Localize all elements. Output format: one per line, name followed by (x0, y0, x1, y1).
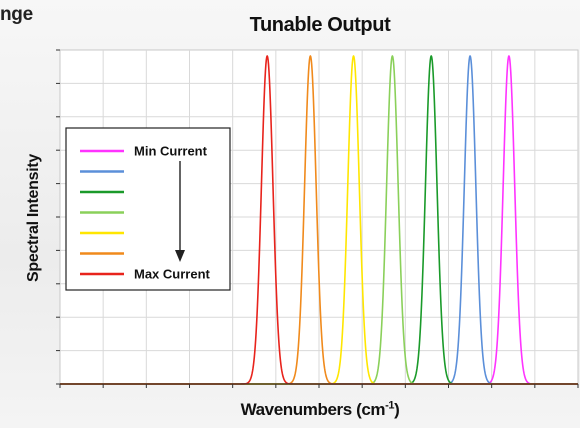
series-line-6 (59, 55, 579, 385)
legend-box (65, 127, 231, 291)
series-line-2 (59, 55, 579, 385)
x-axis-label-main: Wavenumbers (cm (240, 400, 386, 419)
series-line-5 (59, 55, 579, 385)
clipped-heading: nge (0, 4, 33, 25)
legend-arrow-head (175, 250, 185, 262)
legend: Min Current Max Current (65, 127, 231, 291)
x-axis-label-tail: ) (394, 400, 400, 419)
series-line-3 (59, 55, 579, 385)
legend-label: Max Current (134, 267, 211, 282)
legend-label: Min Current (134, 144, 208, 159)
axis-ticks (56, 49, 579, 388)
x-axis-label: Wavenumbers (cm-1) (60, 400, 580, 420)
series-line-4 (59, 55, 579, 385)
series-line-min-current (59, 55, 579, 385)
chart-title: Tunable Output (249, 14, 391, 36)
x-axis-label-superscript: -1 (385, 399, 395, 412)
series-line-max-current (59, 55, 579, 385)
series-group (59, 55, 579, 385)
